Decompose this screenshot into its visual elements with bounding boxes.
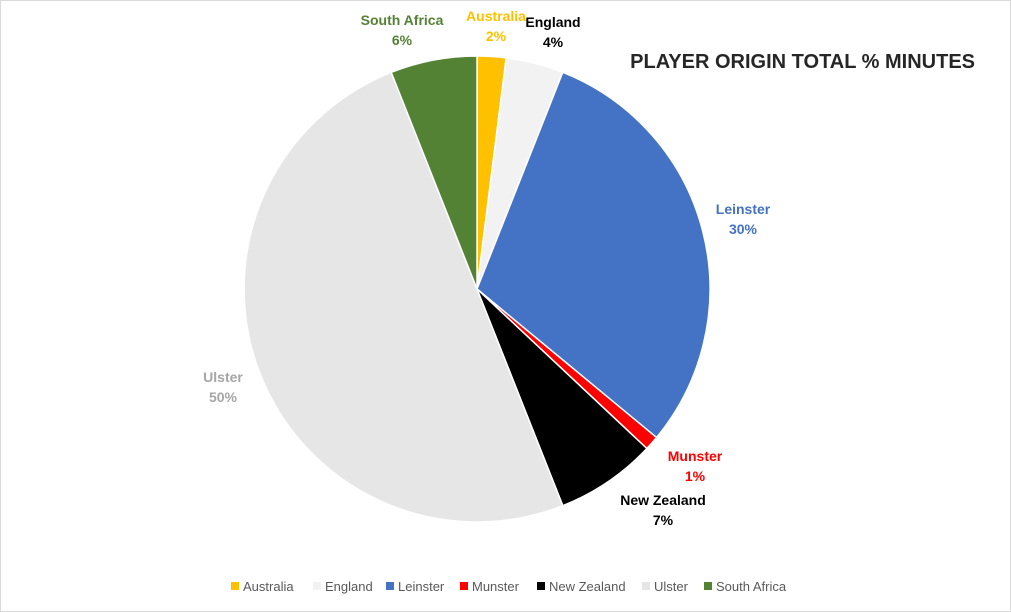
pie-slice-south-africa[interactable] xyxy=(390,55,478,290)
legend-label: Australia xyxy=(243,579,294,594)
data-label-australia: Australia 2% xyxy=(466,8,526,44)
data-label-category: New Zealand xyxy=(620,492,706,508)
legend-label: Munster xyxy=(472,579,520,594)
data-label-percent: 1% xyxy=(685,468,706,484)
legend-label: Leinster xyxy=(398,579,445,594)
legend-swatch xyxy=(231,582,239,590)
legend-label: New Zealand xyxy=(549,579,626,594)
pie-slices xyxy=(243,55,711,523)
legend-item-south-africa[interactable]: South Africa xyxy=(704,579,787,594)
legend-swatch xyxy=(460,582,468,590)
data-label-category: Australia xyxy=(466,8,526,24)
legend-swatch xyxy=(537,582,545,590)
chart-title: PLAYER ORIGIN TOTAL % MINUTES xyxy=(630,51,975,73)
data-label-category: Leinster xyxy=(716,201,771,217)
legend: Australia England Leinster Munster New Zeala… xyxy=(231,579,787,594)
data-label-munster: Munster 1% xyxy=(668,448,723,484)
legend-swatch xyxy=(313,582,321,590)
data-label-ulster: Ulster 50% xyxy=(203,369,243,405)
data-label-category: Munster xyxy=(668,448,723,464)
pie-slice-new-zealand[interactable] xyxy=(476,288,648,507)
data-label-south-africa: South Africa 6% xyxy=(361,12,444,48)
legend-swatch xyxy=(386,582,394,590)
pie-slice-ulster[interactable] xyxy=(243,71,564,523)
legend-item-ulster[interactable]: Ulster xyxy=(642,579,689,594)
data-label-percent: 6% xyxy=(392,32,413,48)
data-label-percent: 2% xyxy=(486,28,507,44)
legend-swatch xyxy=(642,582,650,590)
data-label-percent: 30% xyxy=(729,221,758,237)
legend-label: England xyxy=(325,579,373,594)
data-label-new-zealand: New Zealand 7% xyxy=(620,492,706,528)
legend-item-leinster[interactable]: Leinster xyxy=(386,579,445,594)
data-label-leinster: Leinster 30% xyxy=(716,201,771,237)
legend-item-australia[interactable]: Australia xyxy=(231,579,294,594)
data-label-england: England 4% xyxy=(525,14,580,50)
legend-swatch xyxy=(704,582,712,590)
data-label-percent: 7% xyxy=(653,512,674,528)
data-labels: Australia 2% England 4% Leinster 30% Munster 1%… xyxy=(203,8,771,528)
data-label-category: Ulster xyxy=(203,369,243,385)
data-label-percent: 4% xyxy=(543,34,564,50)
data-label-category: South Africa xyxy=(361,12,444,28)
legend-label: Ulster xyxy=(654,579,689,594)
data-label-percent: 50% xyxy=(209,389,238,405)
legend-item-new-zealand[interactable]: New Zealand xyxy=(537,579,626,594)
legend-item-england[interactable]: England xyxy=(313,579,373,594)
legend-item-munster[interactable]: Munster xyxy=(460,579,520,594)
legend-label: South Africa xyxy=(716,579,787,594)
data-label-category: England xyxy=(525,14,580,30)
pie-slice-leinster[interactable] xyxy=(476,71,711,439)
